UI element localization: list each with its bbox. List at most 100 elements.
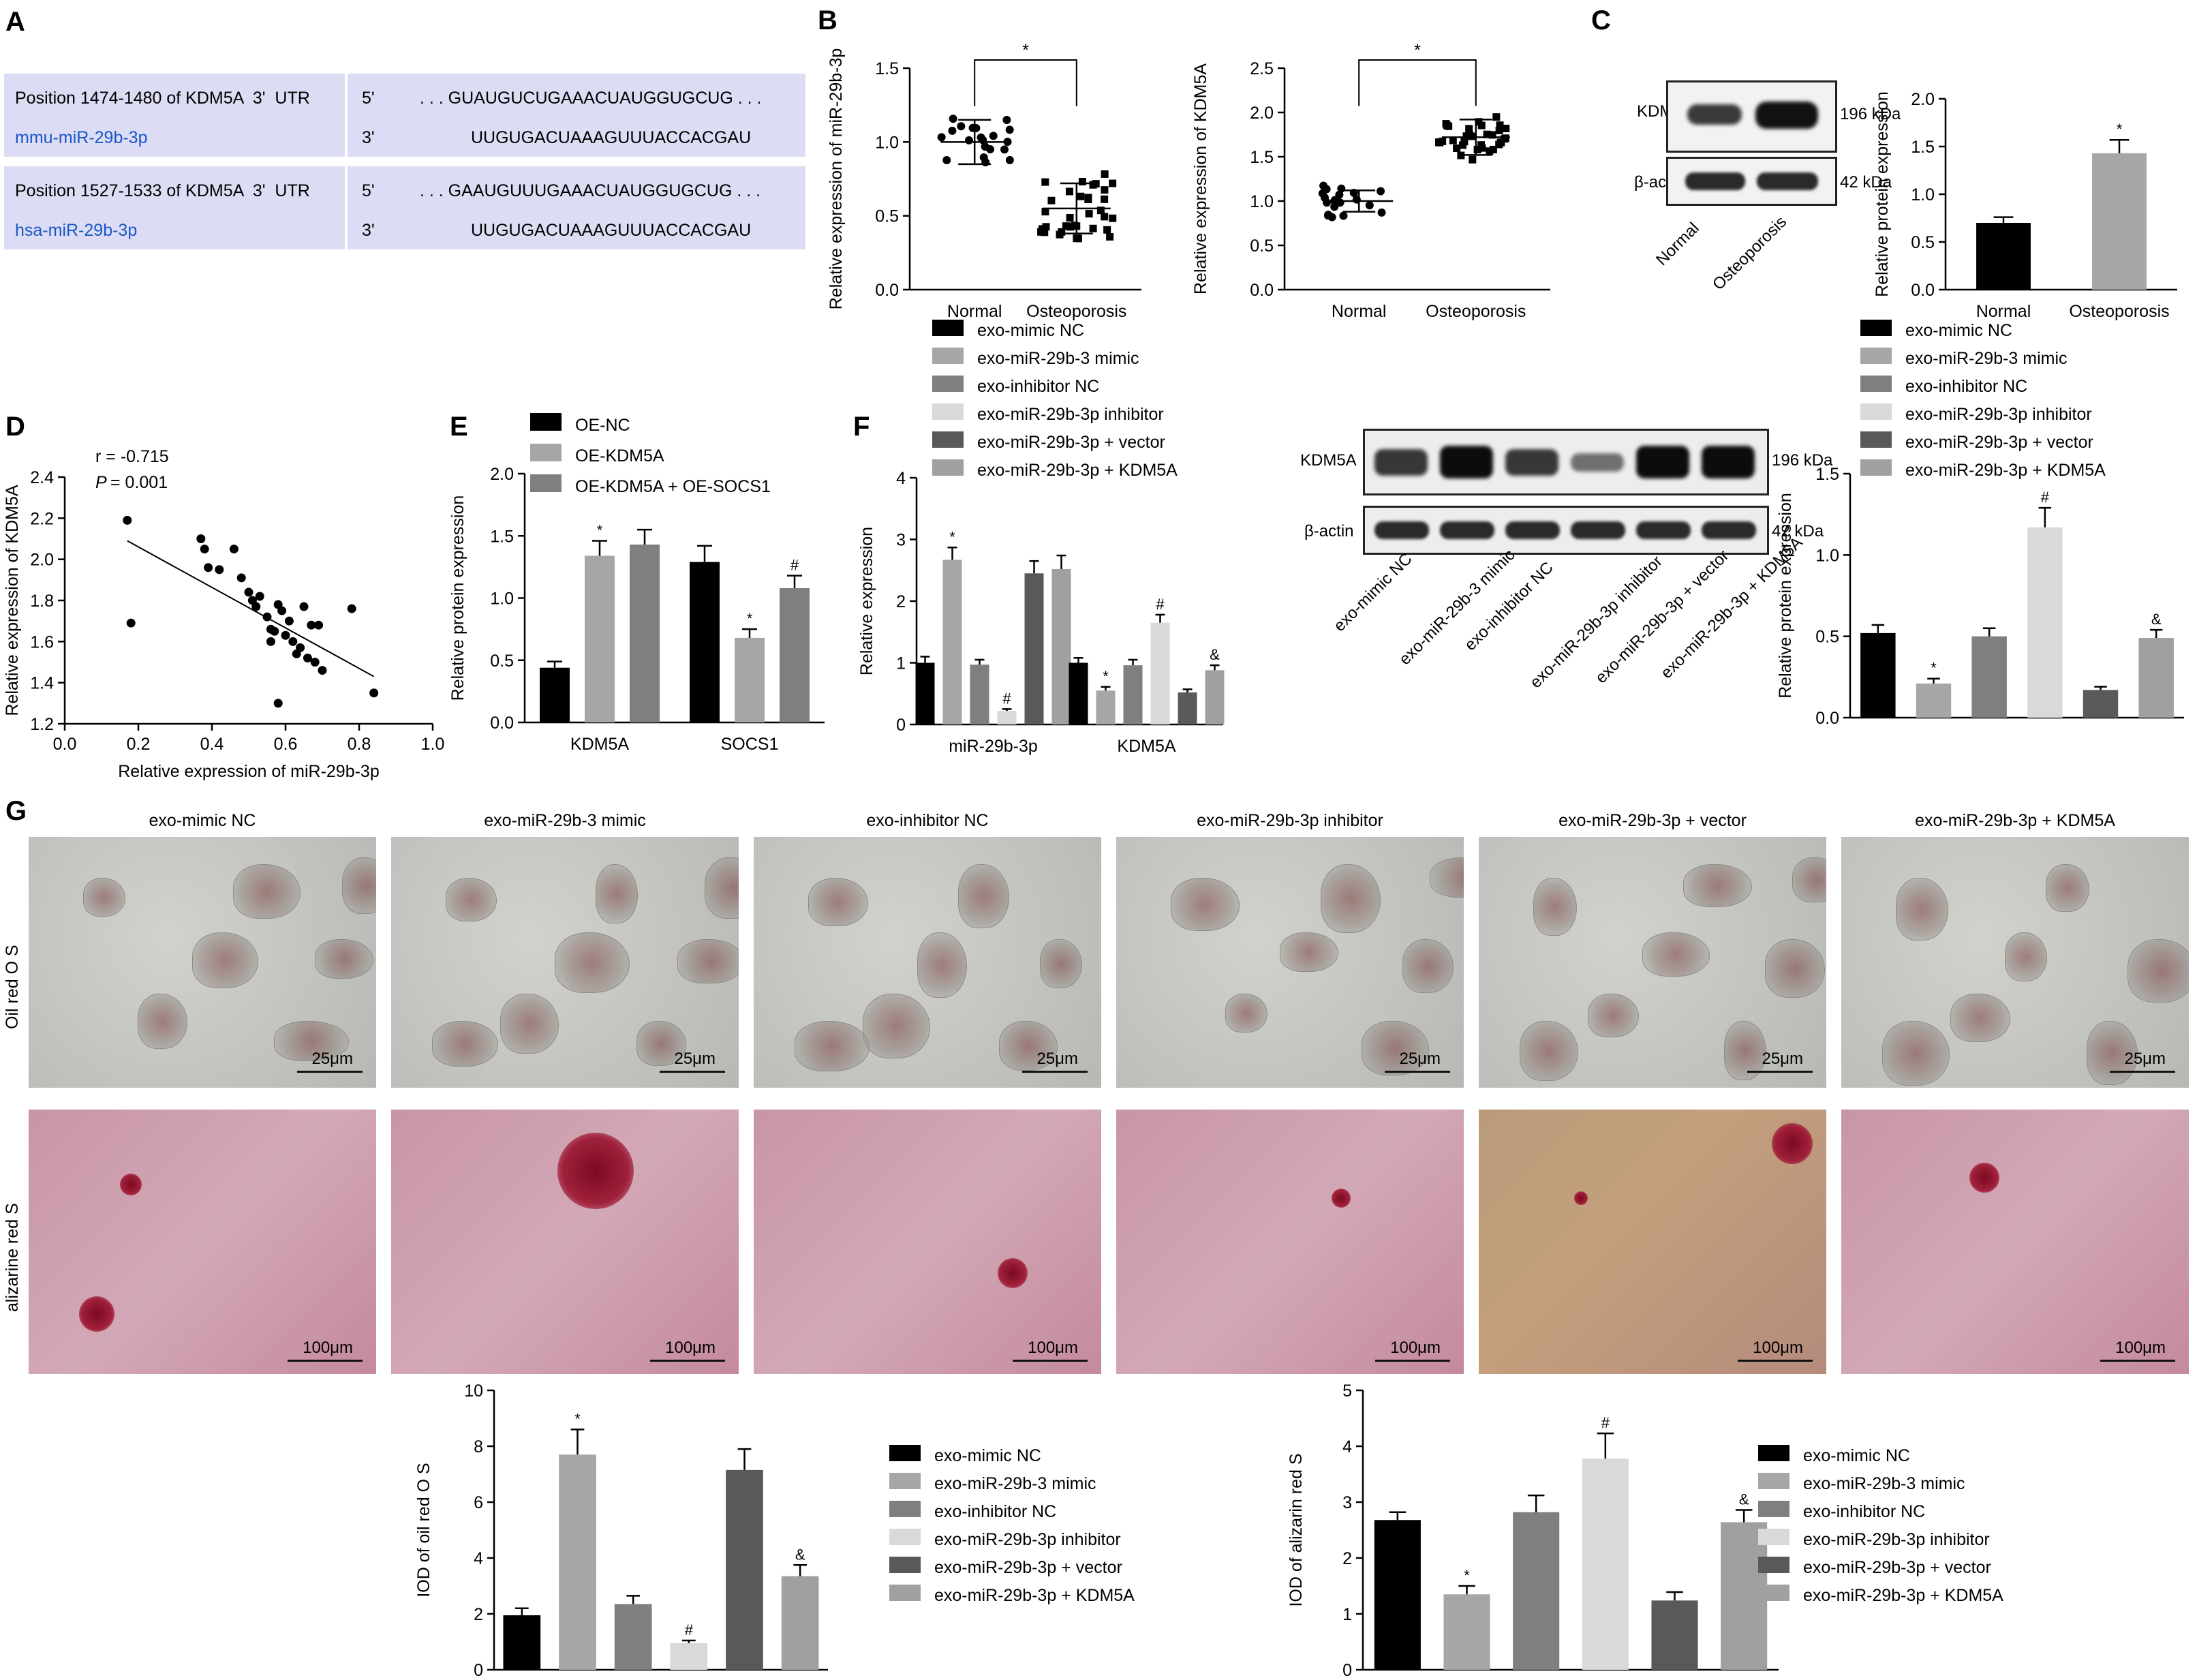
micrograph-column-title: exo-mimic NC: [149, 811, 256, 830]
y-tick-label: 1.6: [30, 632, 54, 652]
blot-f-kdm5a-band-box: [1363, 429, 1769, 495]
micrograph-column-title: exo-miR-29b-3p + KDM5A: [1915, 811, 2115, 830]
y-axis-label: Relative protein expression: [1873, 91, 1892, 297]
legend-swatch: [1860, 376, 1892, 392]
significance-mark: #: [790, 557, 799, 574]
significance-mark: *: [597, 522, 603, 539]
data-point: [1462, 132, 1471, 140]
data-point: [1101, 170, 1109, 178]
data-point: [1339, 211, 1348, 220]
chart-f-protein-bar: 0.0 0.5 1.0 1.5 Relative protein expression *…: [1776, 320, 2184, 728]
panel-label-e: E: [450, 412, 468, 442]
data-point: [1477, 141, 1486, 149]
legend-label: exo-miR-29b-3p inhibitor: [977, 405, 1164, 424]
bar-exo-mir-29b-3-mimic: [559, 1454, 596, 1670]
data-point: [1078, 178, 1086, 186]
data-point: [369, 688, 379, 698]
micrograph-column-title: exo-miR-29b-3 mimic: [484, 811, 646, 830]
blot-c-lane-osteoporosis: Osteoporosis: [1709, 213, 1791, 294]
scale-bar-label: 100μm: [665, 1339, 716, 1357]
legend-label: exo-miR-29b-3p + vector: [934, 1558, 1122, 1577]
significance-mark: &: [2151, 611, 2162, 628]
x-tick-label: 0.0: [53, 735, 77, 754]
prime-5-mouse: 5': [362, 89, 375, 108]
y-tick-label: 1.0: [490, 590, 514, 609]
bar-exo-inhibitor-nc: [614, 1604, 652, 1670]
data-point: [1066, 223, 1074, 231]
data-point: [1103, 226, 1111, 234]
data-point: [281, 630, 290, 640]
data-point: [1465, 125, 1473, 133]
position-label-human: Position 1527-1533 of KDM5A 3' UTR: [15, 181, 310, 200]
x-tick-label: Osteoporosis: [2069, 302, 2169, 321]
data-point: [1041, 178, 1049, 186]
blot-c-control-kda: 42 kDa: [1840, 173, 1892, 192]
legend-label: exo-mimic NC: [1905, 321, 2012, 340]
bar-exo-mimic-nc: [915, 662, 935, 724]
data-point: [1074, 234, 1082, 243]
kdm5a-seq-mouse: . . . GUAUGUCUGAAACUAUGGUGCUG . . .: [420, 89, 762, 108]
data-point: [1486, 147, 1494, 155]
scale-bar-label: 100μm: [2115, 1339, 2166, 1357]
legend-swatch: [932, 431, 964, 448]
legend-label: exo-miR-29b-3p + KDM5A: [977, 461, 1178, 480]
chart-d-correlation-scatter: 1.2 1.4 1.6 1.8 2.0 2.2 2.4 Relative expression…: [3, 447, 444, 781]
y-tick-label: 0: [896, 716, 906, 735]
bar-exo-mimic-nc: [503, 1615, 541, 1670]
y-axis-label: Relative protein expression: [450, 495, 467, 701]
significance-mark: #: [685, 1621, 694, 1638]
x-tick-label: miR-29b-3p: [949, 737, 1038, 756]
legend-label: exo-miR-29b-3p + vector: [1905, 433, 2093, 452]
blot-band: [1636, 446, 1689, 478]
blot-f-lane-label: exo-inhibitor NC: [1461, 558, 1557, 654]
y-tick-label: 2.0: [1911, 90, 1935, 109]
legend-label: exo-inhibitor NC: [1803, 1502, 1925, 1521]
bar-exo-mir-29b-3p-inhibitor: [997, 711, 1017, 724]
data-point: [200, 545, 209, 554]
oil-red-micrograph: 25μm: [754, 837, 1101, 1088]
oil-red-micrograph: 25μm: [1841, 837, 2189, 1088]
data-point: [1460, 138, 1469, 146]
significance-mark: *: [1103, 668, 1109, 685]
data-point: [1468, 132, 1476, 140]
y-tick-label: 2.4: [30, 468, 54, 487]
legend-swatch: [1860, 403, 1892, 420]
y-tick-label: 1.0: [875, 133, 899, 152]
data-point: [1483, 130, 1491, 138]
y-tick-label: 1.4: [30, 674, 54, 693]
significance-mark: #: [2041, 489, 2050, 506]
bar-exo-mir-29b-3p-kdm5a: [1051, 568, 1071, 724]
panel-label-f: F: [853, 412, 870, 442]
data-point: [273, 699, 283, 708]
blot-f-kda-label: 196 kDa: [1772, 451, 1833, 470]
y-tick-label: 0.5: [1911, 233, 1935, 252]
x-tick-label: 0.8: [348, 735, 371, 754]
scale-bar-label: 25μm: [311, 1050, 353, 1068]
data-point: [964, 136, 973, 144]
correlation-r: r = -0.715: [95, 447, 169, 466]
y-tick-label: 0: [1342, 1661, 1352, 1677]
blot-band: [1440, 446, 1493, 478]
y-tick-label: 1.0: [1815, 546, 1839, 565]
legend-label: OE-KDM5A: [575, 446, 664, 465]
y-tick-label: 0.0: [1250, 281, 1274, 300]
data-point: [1477, 121, 1486, 129]
data-point: [1101, 186, 1109, 194]
alignment-box-human: [4, 166, 805, 249]
data-point: [957, 122, 966, 131]
y-tick-label: 2.0: [30, 551, 54, 570]
panel-label-b: B: [818, 5, 838, 35]
bar-exo-mir-29b-3p-vector: [1178, 692, 1197, 724]
alizarin-red-micrograph: 100μm: [29, 1110, 376, 1374]
data-point: [284, 616, 294, 626]
data-point: [314, 620, 324, 630]
legend-swatch: [1758, 1445, 1789, 1461]
y-axis-label: IOD of oil red O S: [414, 1463, 433, 1597]
panel-label-c: C: [1591, 5, 1611, 35]
legend-swatch: [889, 1585, 921, 1601]
data-point: [215, 565, 224, 575]
y-tick-label: 2.0: [1250, 104, 1274, 123]
significance-mark: &: [1739, 1491, 1749, 1508]
y-tick-label: 3: [1342, 1493, 1352, 1512]
significance-mark: &: [795, 1546, 805, 1563]
